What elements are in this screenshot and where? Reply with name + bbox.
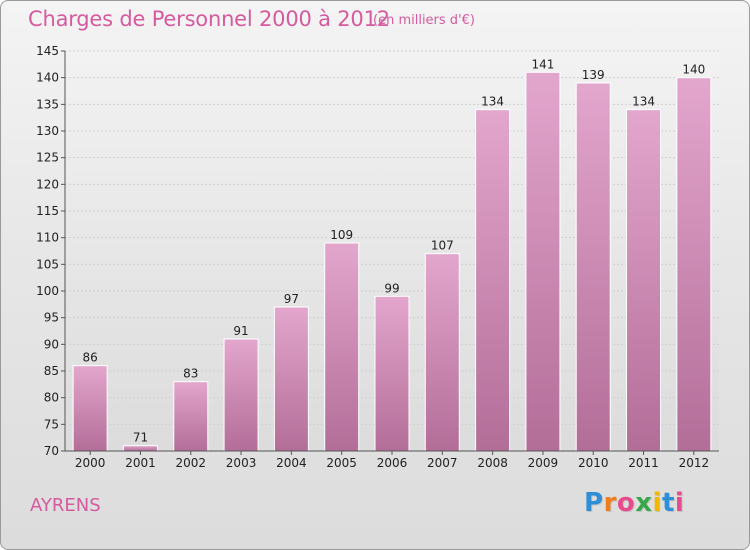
y-tick-label: 120	[36, 177, 59, 191]
chart-title: Charges de Personnel 2000 à 2012	[28, 7, 390, 31]
bar	[173, 381, 209, 452]
bar	[626, 109, 662, 452]
commune-name: AYRENS	[30, 495, 101, 516]
y-tick-label: 90	[44, 337, 59, 351]
x-tick-label: 2009	[528, 456, 559, 470]
y-tick-label: 105	[36, 257, 59, 271]
bar	[525, 71, 561, 452]
y-tick-label: 110	[36, 231, 59, 245]
y-tick-label: 85	[44, 364, 59, 378]
y-tick-label: 80	[44, 391, 59, 405]
bar-value-label: 141	[531, 57, 554, 71]
x-tick-label: 2000	[75, 456, 106, 470]
bar	[475, 109, 511, 452]
logo-letter: i	[674, 488, 685, 518]
bar	[273, 306, 309, 452]
bar	[72, 365, 108, 452]
bar-value-label: 109	[330, 228, 353, 242]
logo-letter: o	[616, 488, 636, 518]
x-tick-label: 2002	[175, 456, 206, 470]
x-tick-label: 2010	[578, 456, 609, 470]
bar-value-label: 83	[183, 367, 198, 381]
logo-letter: x	[635, 488, 653, 518]
x-tick-label: 2004	[276, 456, 307, 470]
x-tick-label: 2005	[326, 456, 357, 470]
chart-subtitle: (en milliers d'€)	[373, 13, 475, 28]
x-tick-label: 2011	[628, 456, 659, 470]
y-tick-label: 75	[44, 417, 59, 431]
y-tick-label: 95	[44, 311, 59, 325]
y-tick-label: 140	[36, 71, 59, 85]
logo-letter: i	[652, 488, 662, 518]
bar-value-label: 107	[431, 239, 454, 253]
bar-value-label: 97	[284, 292, 299, 306]
y-tick-label: 125	[36, 151, 59, 165]
bar	[324, 242, 360, 452]
bar-value-label: 99	[384, 281, 399, 295]
bar-value-label: 139	[582, 68, 605, 82]
bar-value-label: 91	[233, 324, 248, 338]
bar-value-label: 134	[481, 95, 504, 109]
x-tick-label: 2007	[427, 456, 458, 470]
bar	[122, 445, 158, 452]
bar	[374, 295, 410, 452]
x-tick-label: 2003	[226, 456, 257, 470]
bar	[676, 77, 712, 452]
x-tick-label: 2008	[477, 456, 508, 470]
proxiti-logo[interactable]: Proxiti	[584, 488, 684, 518]
bar	[424, 253, 460, 452]
x-tick-label: 2006	[377, 456, 408, 470]
logo-letter: t	[661, 488, 675, 518]
bar-value-label: 140	[682, 63, 705, 77]
logo-letter: P	[584, 488, 604, 518]
logo-letter: r	[603, 488, 617, 518]
y-tick-label: 70	[44, 444, 59, 458]
x-tick-label: 2001	[125, 456, 156, 470]
y-tick-label: 145	[36, 44, 59, 58]
y-tick-label: 130	[36, 124, 59, 138]
bar	[575, 82, 611, 452]
y-tick-label: 115	[36, 204, 59, 218]
bar-value-label: 86	[83, 351, 98, 365]
y-tick-label: 100	[36, 284, 59, 298]
y-tick-label: 135	[36, 97, 59, 111]
bar-value-label: 134	[632, 95, 655, 109]
bar	[223, 338, 259, 452]
bar-value-label: 71	[133, 431, 148, 445]
x-tick-label: 2012	[679, 456, 710, 470]
